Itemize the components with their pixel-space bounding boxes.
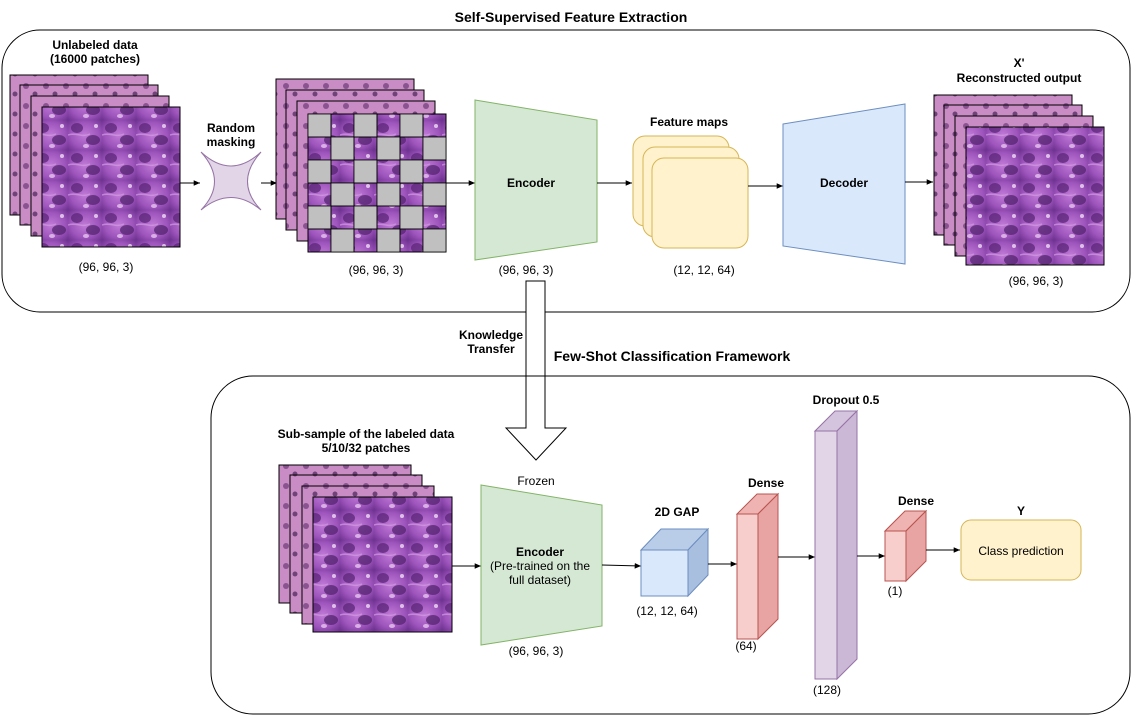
- masking-label-line2: masking: [207, 135, 256, 149]
- dense1-label: Dense: [748, 476, 784, 490]
- gap-shape-label: (12, 12, 64): [636, 604, 697, 618]
- frozen-encoder-note-line1: (Pre-trained on the: [490, 559, 590, 573]
- masked-cell: [353, 113, 378, 138]
- feature-maps-label: Feature maps: [650, 115, 728, 129]
- decoder-block: [782, 103, 906, 265]
- masking-star-shape: [200, 151, 262, 211]
- masked-cell: [399, 159, 424, 184]
- dropout-block: [813, 409, 859, 681]
- frozen-encoder-note-line2: full dataset): [509, 573, 571, 587]
- dense1-block: [735, 492, 780, 641]
- top-panel-title: Self-Supervised Feature Extraction: [455, 9, 688, 25]
- output-shape-label: (96, 96, 3): [1009, 274, 1064, 288]
- unlabeled-shape-label: (96, 96, 3): [79, 260, 134, 274]
- knowledge-transfer-label-line2: Transfer: [467, 342, 515, 356]
- unlabeled-patch-front: [41, 106, 181, 248]
- masked-cell: [307, 205, 332, 230]
- frozen-label: Frozen: [517, 474, 554, 488]
- dense2-label: Dense: [898, 494, 934, 508]
- dense2-shape-label: (1): [888, 584, 903, 598]
- masked-cell: [422, 182, 447, 207]
- knowledge-transfer-label-line1: Knowledge: [459, 328, 523, 342]
- feature-maps-shape-label: (12, 12, 64): [673, 263, 734, 277]
- masked-cell: [353, 205, 378, 230]
- dense2-block: [883, 509, 928, 583]
- encoder-shape-label: (96, 96, 3): [499, 263, 554, 277]
- unlabeled-count-label: (16000 patches): [50, 52, 140, 66]
- labeled-count-label: 5/10/32 patches: [322, 441, 411, 455]
- unlabeled-patch-stack: [9, 74, 181, 248]
- masked-cell: [330, 228, 355, 253]
- bottom-panel-frame: [210, 375, 1131, 715]
- masked-cell: [422, 136, 447, 161]
- masked-cell: [399, 113, 424, 138]
- frozen-encoder-block: [480, 484, 603, 646]
- gap-cube: [639, 527, 710, 598]
- frozen-encoder-shape-label: (96, 96, 3): [509, 644, 564, 658]
- masked-cell: [422, 228, 447, 253]
- top-panel-frame: [1, 29, 1131, 313]
- masked-cell: [330, 182, 355, 207]
- masked-cell: [330, 136, 355, 161]
- class-prediction-label: Class prediction: [978, 544, 1063, 558]
- masked-shape-label: (96, 96, 3): [349, 263, 404, 277]
- output-y-label: Y: [1017, 504, 1025, 518]
- labeled-patch-stack: [278, 464, 453, 633]
- masking-label-line1: Random: [207, 121, 255, 135]
- class-prediction-box: [960, 519, 1082, 581]
- dense1-shape-label: (64): [735, 639, 756, 653]
- decoder-label: Decoder: [820, 176, 868, 190]
- labeled-patch-front: [312, 496, 453, 633]
- output-reconstructed-label: Reconstructed output: [957, 71, 1082, 85]
- masked-cell: [353, 159, 378, 184]
- masked-cell: [376, 136, 401, 161]
- dropout-shape-label: (128): [813, 683, 841, 697]
- dropout-label: Dropout 0.5: [813, 393, 880, 407]
- masked-cell: [376, 228, 401, 253]
- frozen-encoder-title: Encoder: [516, 545, 564, 559]
- masked-patch-stack: [275, 78, 447, 253]
- masked-cell: [399, 205, 424, 230]
- encoder-label: Encoder: [507, 176, 555, 190]
- feature-maps-stack: [632, 135, 749, 249]
- arrow-to-gap: [601, 563, 642, 569]
- encoder-block: [474, 99, 598, 261]
- mask-grid: [307, 113, 447, 253]
- labeled-data-label: Sub-sample of the labeled data: [278, 427, 455, 441]
- reconstructed-patch-stack: [933, 94, 1105, 266]
- reconstructed-patch-front: [965, 126, 1105, 266]
- knowledge-transfer-arrow: [504, 280, 568, 461]
- bottom-panel-title: Few-Shot Classification Framework: [554, 348, 791, 364]
- masked-cell: [307, 159, 332, 184]
- gap-label: 2D GAP: [655, 505, 700, 519]
- unlabeled-data-label: Unlabeled data: [52, 38, 138, 52]
- masked-cell: [376, 182, 401, 207]
- output-x-prime-label: X': [1014, 56, 1025, 70]
- masked-cell: [307, 113, 332, 138]
